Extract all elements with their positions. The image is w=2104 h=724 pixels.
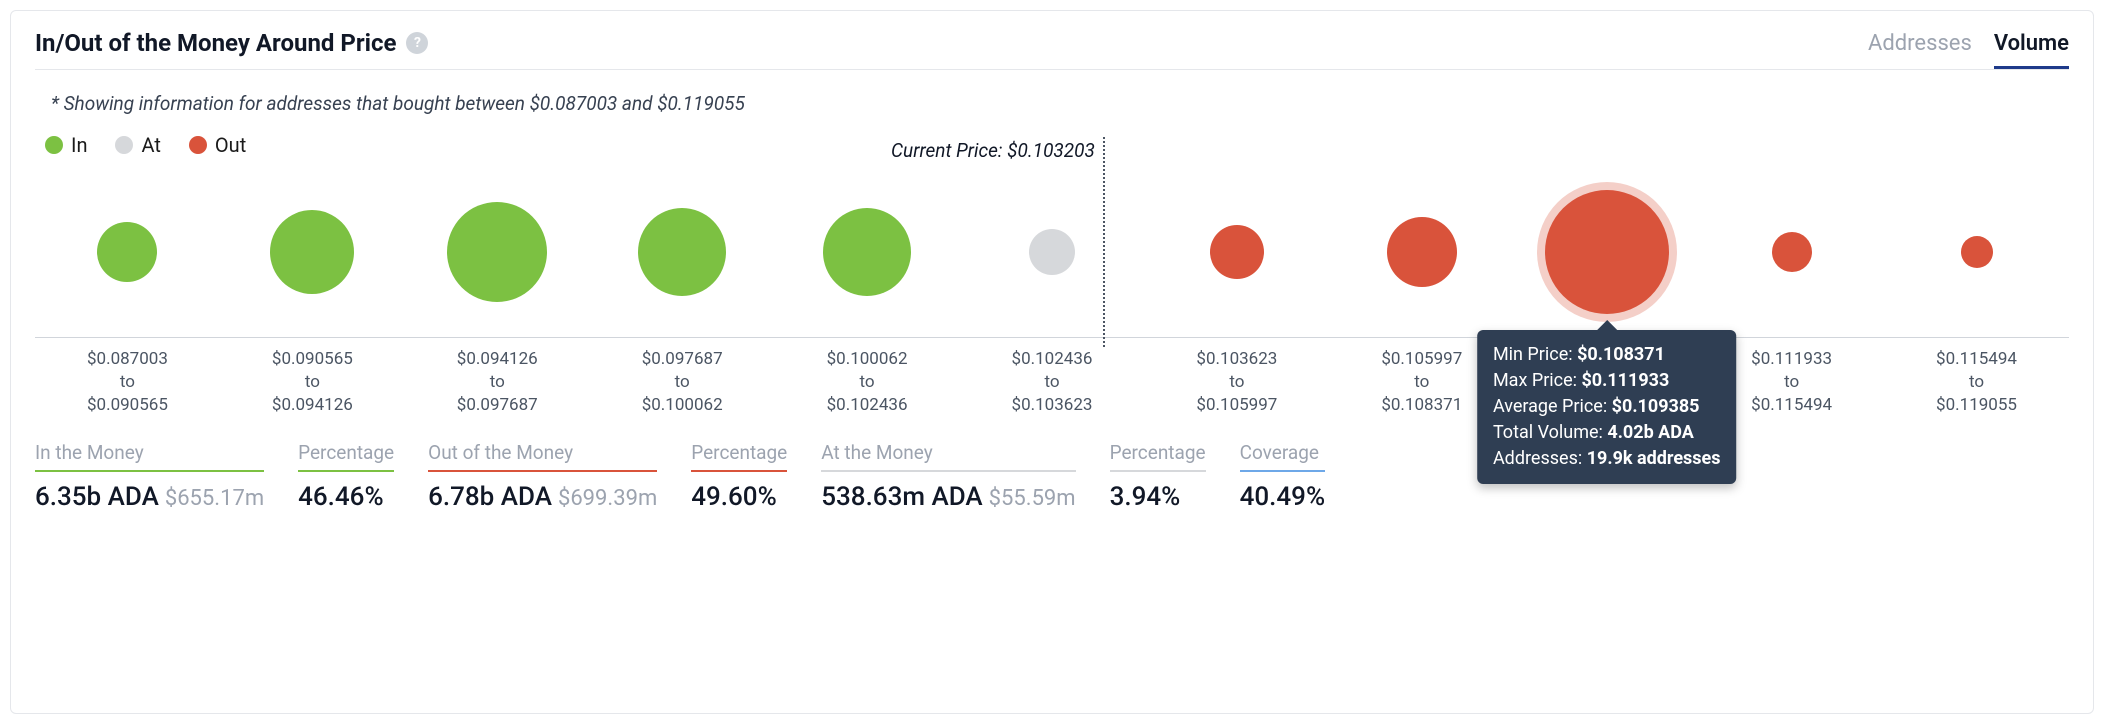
tab-volume[interactable]: Volume <box>1994 31 2069 69</box>
summary-block: Coverage 40.49% <box>1240 441 1325 512</box>
bubble[interactable] <box>1387 217 1457 287</box>
summary-label: In the Money <box>35 441 264 472</box>
filter-subtitle: * Showing information for addresses that… <box>51 92 2069 115</box>
summary-value: 40.49% <box>1240 482 1325 512</box>
summary-value: 6.78b ADA$699.39m <box>428 482 657 512</box>
x-axis: $0.087003to$0.090565$0.090565to$0.094126… <box>35 337 2069 417</box>
bubble[interactable] <box>1545 190 1669 314</box>
axis-label: $0.094126to$0.097687 <box>405 338 590 417</box>
legend-out: Out <box>189 133 246 157</box>
summary-value: 538.63m ADA$55.59m <box>821 482 1075 512</box>
bubble[interactable] <box>823 208 911 296</box>
summary-label: Coverage <box>1240 441 1325 472</box>
legend-out-label: Out <box>215 133 246 157</box>
tab-addresses[interactable]: Addresses <box>1868 31 1972 56</box>
legend-out-dot <box>189 136 207 154</box>
summary-value: 6.35b ADA$655.17m <box>35 482 264 512</box>
summary-block: In the Money 6.35b ADA$655.17m <box>35 441 264 512</box>
card-title: In/Out of the Money Around Price <box>35 29 396 57</box>
bubble[interactable] <box>1772 232 1812 272</box>
bubble[interactable] <box>1961 236 1993 268</box>
summary-label: Percentage <box>691 441 787 472</box>
summary-value: 46.46% <box>298 482 394 512</box>
summary-block: Percentage 49.60% <box>691 441 787 512</box>
iomap-card: In/Out of the Money Around Price ? Addre… <box>10 10 2094 714</box>
summary-label: At the Money <box>821 441 1075 472</box>
legend-in-label: In <box>71 133 87 157</box>
chart-area: Current Price: $0.103203 $0.087003to$0.0… <box>35 167 2069 397</box>
summary-block: Percentage 3.94% <box>1110 441 1206 512</box>
current-price-label: Current Price: $0.103203 <box>891 139 1095 162</box>
summary-label: Percentage <box>1110 441 1206 472</box>
price-divider <box>1103 137 1105 347</box>
summary-block: At the Money 538.63m ADA$55.59m <box>821 441 1075 512</box>
axis-label: $0.102436to$0.103623 <box>960 338 1145 417</box>
summary-block: Percentage 46.46% <box>298 441 394 512</box>
summary-block: Out of the Money 6.78b ADA$699.39m <box>428 441 657 512</box>
card-header: In/Out of the Money Around Price ? Addre… <box>35 29 2069 70</box>
summary-label: Percentage <box>298 441 394 472</box>
axis-label: $0.087003to$0.090565 <box>35 338 220 417</box>
summary-row: In the Money 6.35b ADA$655.17m Percentage 4… <box>35 441 2069 512</box>
legend-at-dot <box>115 136 133 154</box>
axis-label: $0.115494to$0.119055 <box>1884 338 2069 417</box>
axis-label: $0.090565to$0.094126 <box>220 338 405 417</box>
legend-in: In <box>45 133 87 157</box>
summary-value: 49.60% <box>691 482 787 512</box>
summary-value: 3.94% <box>1110 482 1206 512</box>
legend-at-label: At <box>141 133 160 157</box>
bubble[interactable] <box>1210 225 1264 279</box>
tabs: Addresses Volume <box>1868 31 2069 56</box>
help-icon[interactable]: ? <box>406 32 428 54</box>
summary-label: Out of the Money <box>428 441 657 472</box>
axis-label: $0.097687to$0.100062 <box>590 338 775 417</box>
axis-label: $0.103623to$0.105997 <box>1144 338 1329 417</box>
bubble[interactable] <box>97 222 157 282</box>
legend-at: At <box>115 133 160 157</box>
bubble[interactable] <box>270 210 354 294</box>
legend-in-dot <box>45 136 63 154</box>
bubble-row <box>35 167 2069 337</box>
bubble[interactable] <box>447 202 547 302</box>
bubble[interactable] <box>1029 229 1075 275</box>
bubble[interactable] <box>638 208 726 296</box>
bubble-tooltip: Min Price: $0.108371Max Price: $0.111933… <box>1477 330 1737 484</box>
axis-label: $0.100062to$0.102436 <box>775 338 960 417</box>
